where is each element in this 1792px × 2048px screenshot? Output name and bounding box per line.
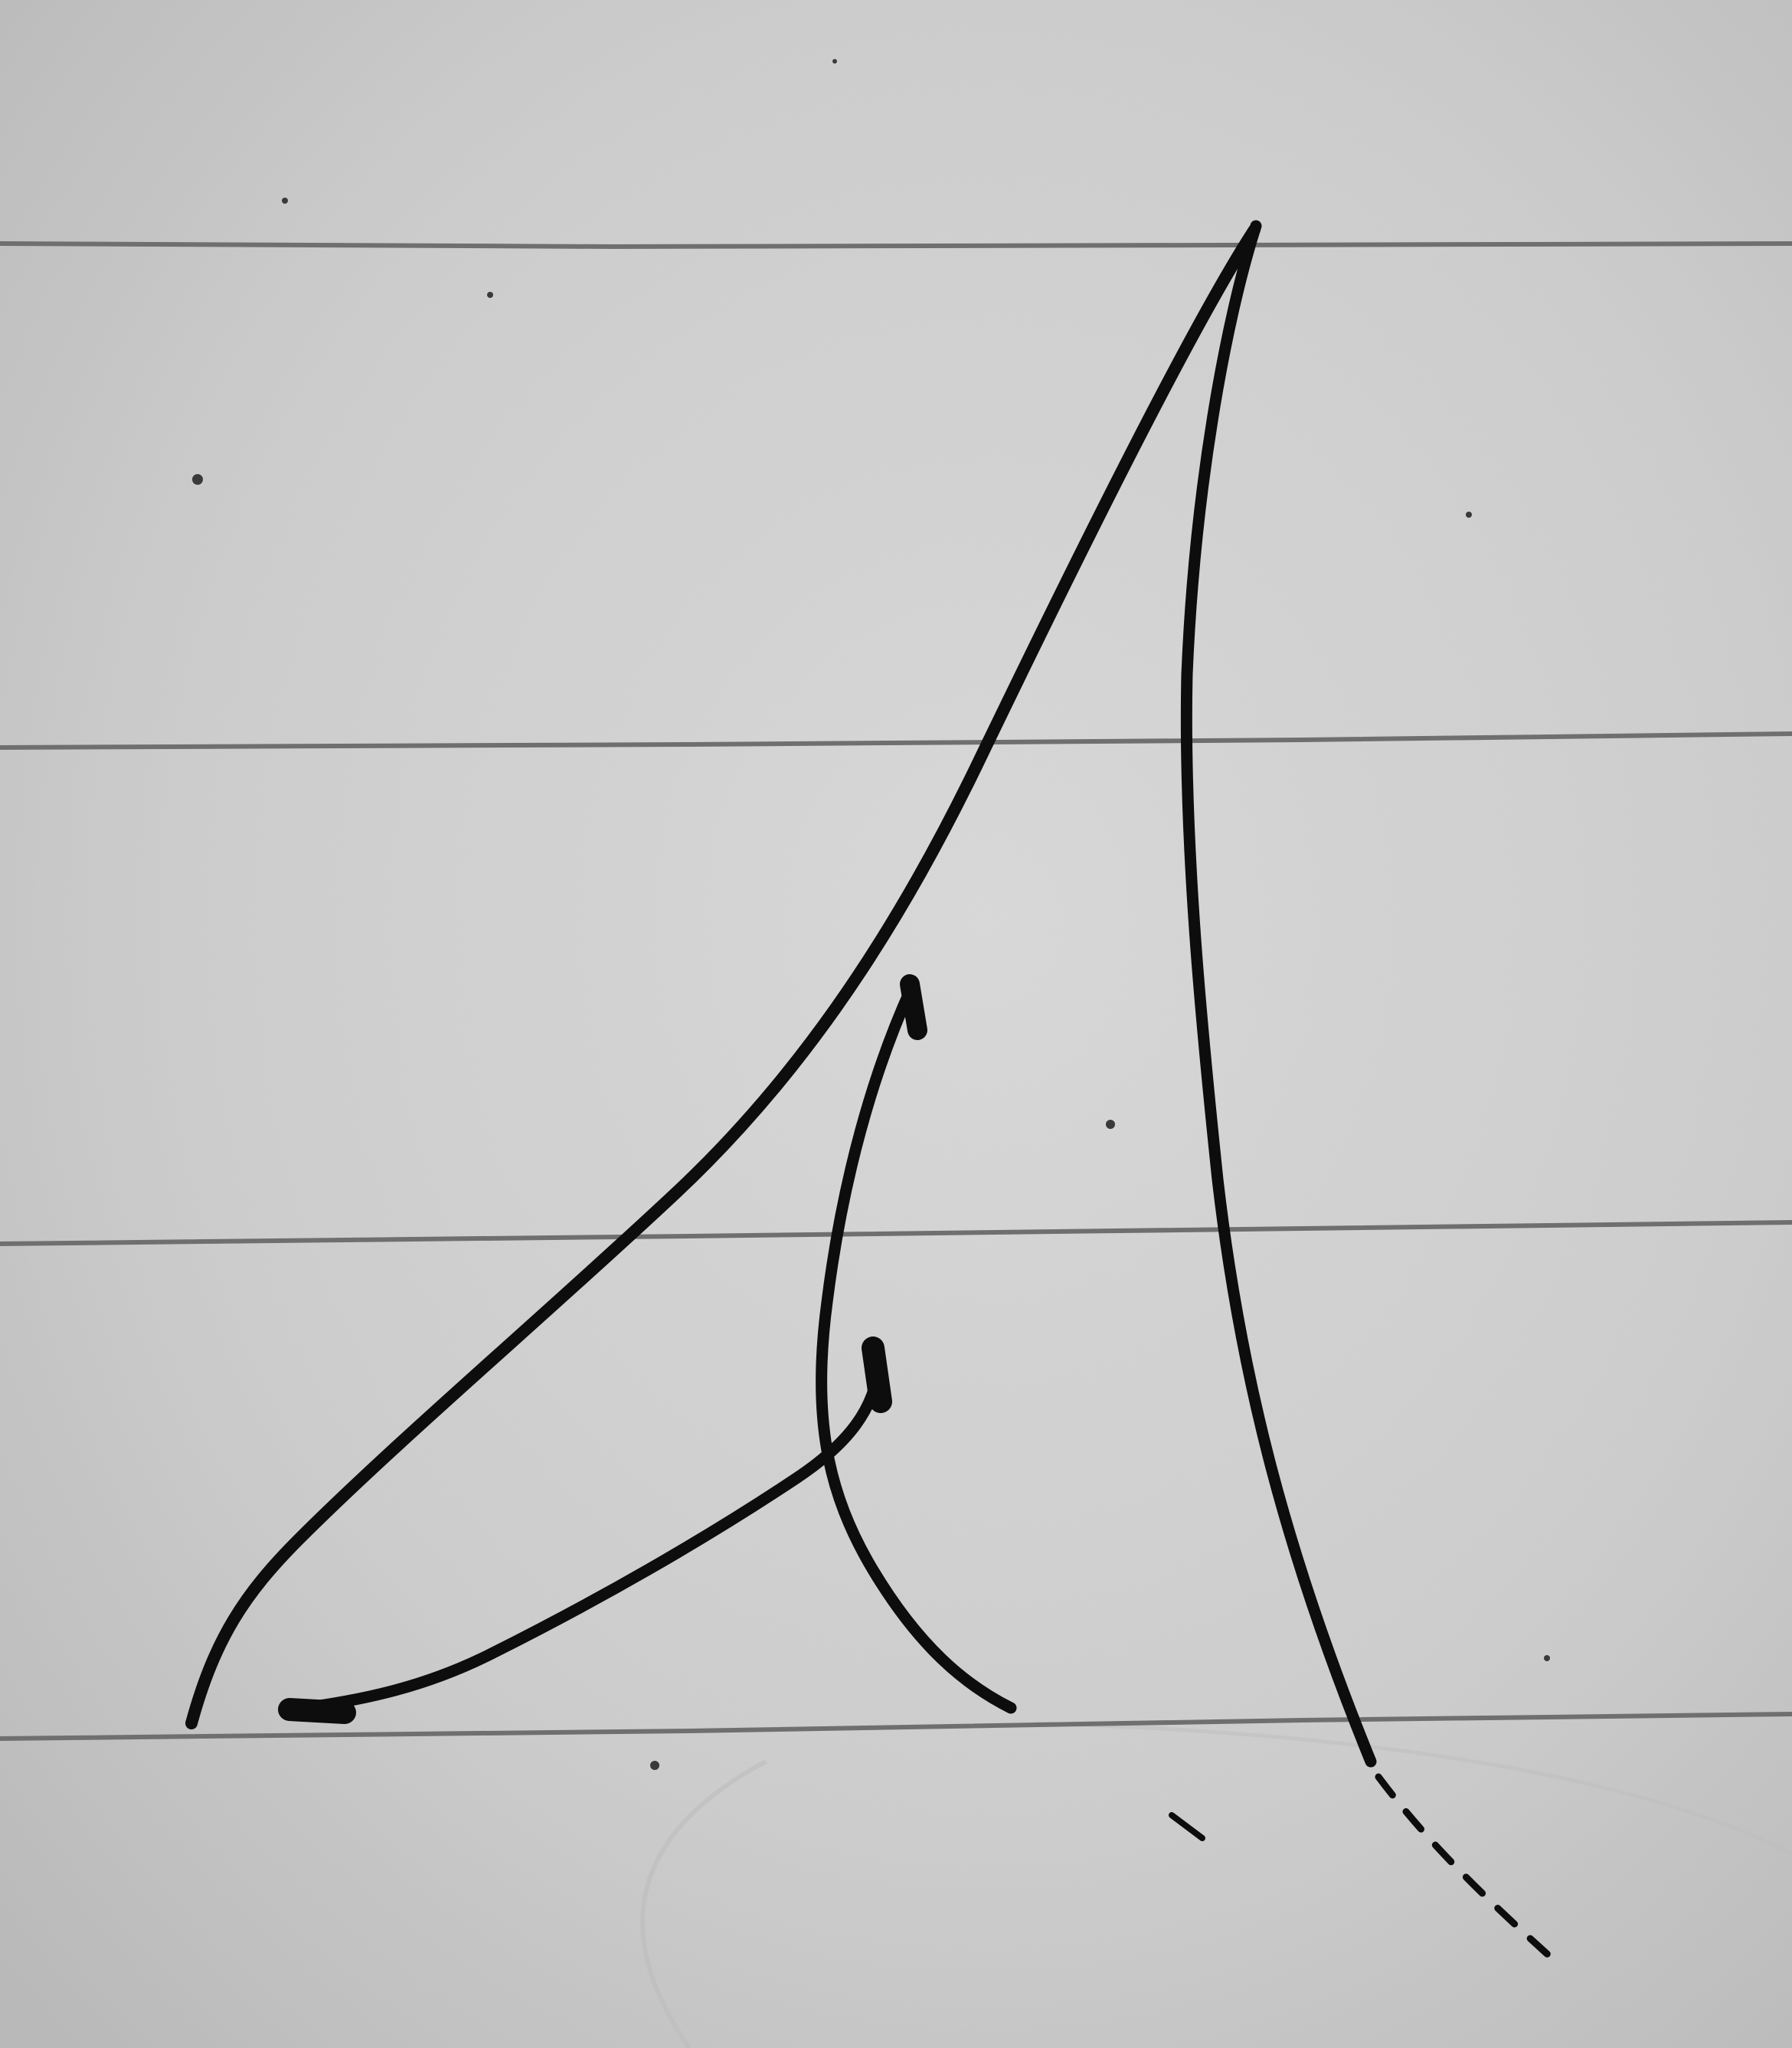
ink-blob-top xyxy=(900,974,927,1040)
ink-mark-small xyxy=(1169,1812,1205,1841)
handwritten-letter xyxy=(185,220,1558,1965)
ruled-lines xyxy=(0,241,1792,1741)
paper-specks xyxy=(192,59,1550,1770)
ink-stroke-diagonal xyxy=(185,224,1261,1729)
speck xyxy=(1544,1655,1550,1661)
rule-line-1 xyxy=(0,241,1792,250)
speck xyxy=(832,59,837,64)
ink-stroke-inner xyxy=(816,982,1017,1714)
speck xyxy=(487,292,493,298)
ink-stroke-right xyxy=(1180,220,1377,1768)
ink-blob-end xyxy=(278,1698,356,1724)
speck xyxy=(650,1761,659,1770)
rule-line-3 xyxy=(0,1220,1792,1246)
speck xyxy=(282,198,288,204)
speck xyxy=(192,474,203,485)
speck xyxy=(1106,1120,1115,1129)
ink-blob-crossbar xyxy=(862,1336,892,1413)
rule-line-2 xyxy=(0,731,1792,750)
rule-line-4 xyxy=(0,1712,1792,1741)
ink-stroke-crossbar xyxy=(285,1346,885,1716)
paper-curl-shadow-right xyxy=(1033,1721,1792,1856)
paper-curl-shadow xyxy=(640,1759,767,2048)
speck xyxy=(1466,512,1472,518)
